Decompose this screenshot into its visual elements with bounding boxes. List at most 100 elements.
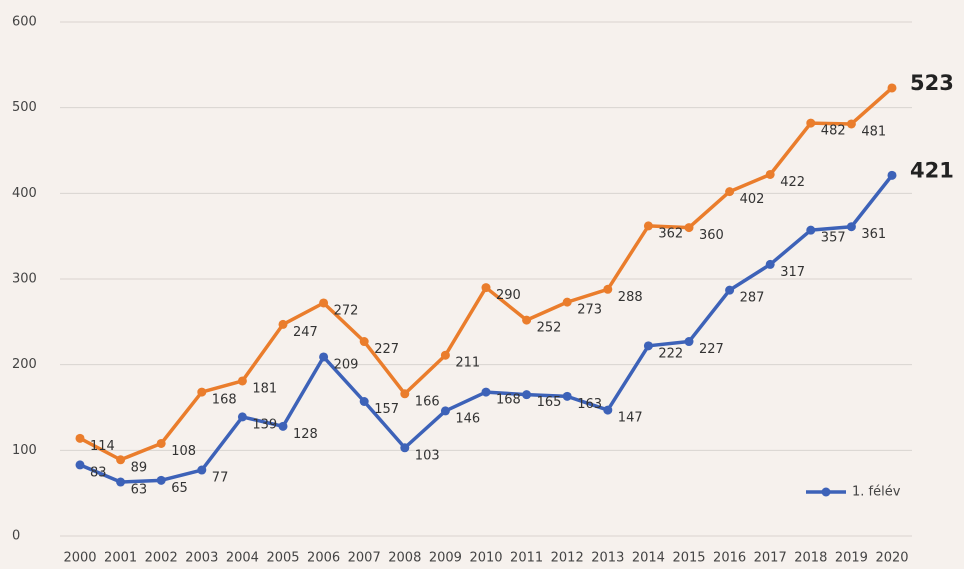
x-tick-label: 2014 [632, 551, 665, 566]
data-label: 166 [415, 394, 440, 409]
data-point [319, 352, 329, 362]
data-point [887, 170, 897, 180]
data-label: 422 [780, 175, 805, 190]
data-label: 402 [740, 192, 765, 207]
data-label: 157 [374, 402, 399, 417]
x-tick-label: 2000 [63, 551, 96, 566]
x-tick-label: 2012 [551, 551, 584, 566]
data-point [806, 225, 816, 235]
x-tick-label: 2011 [510, 551, 543, 566]
data-point [237, 376, 247, 386]
data-point [846, 119, 856, 129]
data-point [684, 223, 694, 233]
data-point [359, 397, 369, 407]
data-point [643, 221, 653, 231]
data-label: 361 [861, 227, 886, 242]
x-tick-label: 2017 [754, 551, 787, 566]
data-point [522, 315, 532, 325]
data-label: 273 [577, 303, 602, 318]
data-label: 103 [415, 448, 440, 463]
x-tick-label: 2010 [469, 551, 502, 566]
x-tick-label: 2006 [307, 551, 340, 566]
data-point [522, 390, 532, 400]
data-label: 523 [910, 71, 954, 95]
data-label: 147 [618, 411, 643, 426]
y-tick-label: 100 [12, 443, 37, 458]
data-label: 168 [212, 393, 237, 408]
x-tick-label: 2015 [672, 551, 705, 566]
x-tick-label: 2004 [226, 551, 259, 566]
data-label: 481 [861, 124, 886, 139]
x-tick-label: 2016 [713, 551, 746, 566]
x-tick-label: 2009 [429, 551, 462, 566]
data-point [116, 455, 126, 465]
data-point [237, 412, 247, 422]
data-label: 317 [780, 265, 805, 280]
data-point [278, 421, 288, 431]
data-point [806, 118, 816, 128]
x-tick-label: 2008 [388, 551, 421, 566]
y-tick-label: 600 [12, 15, 37, 30]
data-label: 77 [212, 471, 229, 486]
data-point [562, 297, 572, 307]
x-tick-label: 2002 [145, 551, 178, 566]
data-point [846, 222, 856, 232]
x-tick-label: 2019 [835, 551, 868, 566]
data-label: 227 [699, 342, 724, 357]
data-point [684, 337, 694, 347]
data-label: 89 [131, 460, 148, 475]
data-label: 362 [658, 226, 683, 241]
data-label: 139 [252, 417, 277, 432]
x-tick-label: 2018 [794, 551, 827, 566]
data-label: 247 [293, 325, 318, 340]
data-point [562, 391, 572, 401]
data-point [319, 298, 329, 308]
y-tick-label: 300 [12, 272, 37, 287]
data-point [887, 83, 897, 93]
data-point [765, 169, 775, 179]
data-label: 83 [90, 465, 107, 480]
x-tick-label: 2013 [591, 551, 624, 566]
x-tick-label: 2005 [266, 551, 299, 566]
data-label: 168 [496, 393, 521, 408]
x-tick-label: 2001 [104, 551, 137, 566]
data-label: 482 [821, 124, 846, 139]
data-label: 108 [171, 444, 196, 459]
data-label: 222 [658, 346, 683, 361]
data-label: 128 [293, 427, 318, 442]
data-point [481, 387, 491, 397]
data-label: 288 [618, 290, 643, 305]
series-line [79, 174, 894, 484]
y-tick-label: 200 [12, 357, 37, 372]
series-line [79, 86, 894, 462]
data-point [643, 341, 653, 351]
data-label: 181 [252, 381, 277, 396]
y-tick-label: 500 [12, 100, 37, 115]
data-label: 163 [577, 397, 602, 412]
data-point [156, 438, 166, 448]
data-point [116, 477, 126, 487]
data-label: 360 [699, 228, 724, 243]
data-point [400, 389, 410, 399]
y-tick-label: 400 [12, 186, 37, 201]
data-point [440, 350, 450, 360]
legend-label: 1. félév [852, 485, 901, 500]
data-label: 227 [374, 342, 399, 357]
data-label: 211 [455, 356, 480, 371]
data-point [765, 259, 775, 269]
data-point [481, 283, 491, 293]
data-label: 65 [171, 481, 188, 496]
x-tick-label: 2007 [348, 551, 381, 566]
data-point [603, 284, 613, 294]
data-label: 252 [537, 321, 562, 336]
data-point [197, 387, 207, 397]
data-label: 63 [131, 483, 148, 498]
y-tick-label: 0 [12, 529, 20, 544]
data-point [197, 465, 207, 475]
data-point [359, 337, 369, 347]
data-label: 272 [334, 303, 359, 318]
data-point [75, 433, 85, 443]
data-point [156, 475, 166, 485]
data-point [725, 285, 735, 295]
